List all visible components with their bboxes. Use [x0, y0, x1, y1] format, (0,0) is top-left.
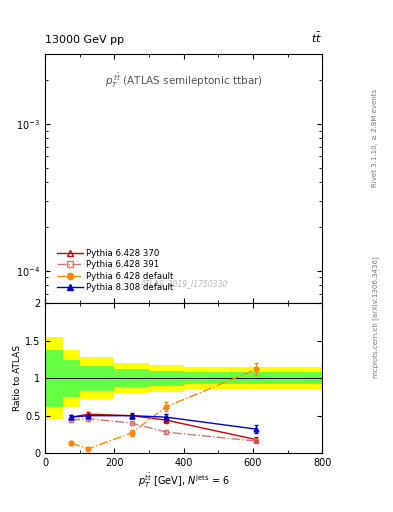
Y-axis label: Ratio to ATLAS: Ratio to ATLAS — [13, 345, 22, 411]
Text: ATLAS_2019_I1750330: ATLAS_2019_I1750330 — [140, 280, 228, 288]
Text: $t\bar{t}$: $t\bar{t}$ — [311, 30, 322, 45]
Legend: Pythia 6.428 370, Pythia 6.428 391, Pythia 6.428 default, Pythia 8.308 default: Pythia 6.428 370, Pythia 6.428 391, Pyth… — [55, 247, 175, 294]
Text: $p_T^{\,t\bar{t}}$ (ATLAS semileptonic ttbar): $p_T^{\,t\bar{t}}$ (ATLAS semileptonic t… — [105, 71, 263, 90]
Text: 13000 GeV pp: 13000 GeV pp — [45, 34, 124, 45]
Text: mcplots.cern.ch [arXiv:1306.3436]: mcplots.cern.ch [arXiv:1306.3436] — [372, 257, 379, 378]
X-axis label: $p^{t\bar{t}}_T$ [GeV], $N^{\mathrm{jets}}$ = 6: $p^{t\bar{t}}_T$ [GeV], $N^{\mathrm{jets… — [138, 472, 230, 490]
Text: Rivet 3.1.10, ≥ 2.8M events: Rivet 3.1.10, ≥ 2.8M events — [372, 89, 378, 187]
